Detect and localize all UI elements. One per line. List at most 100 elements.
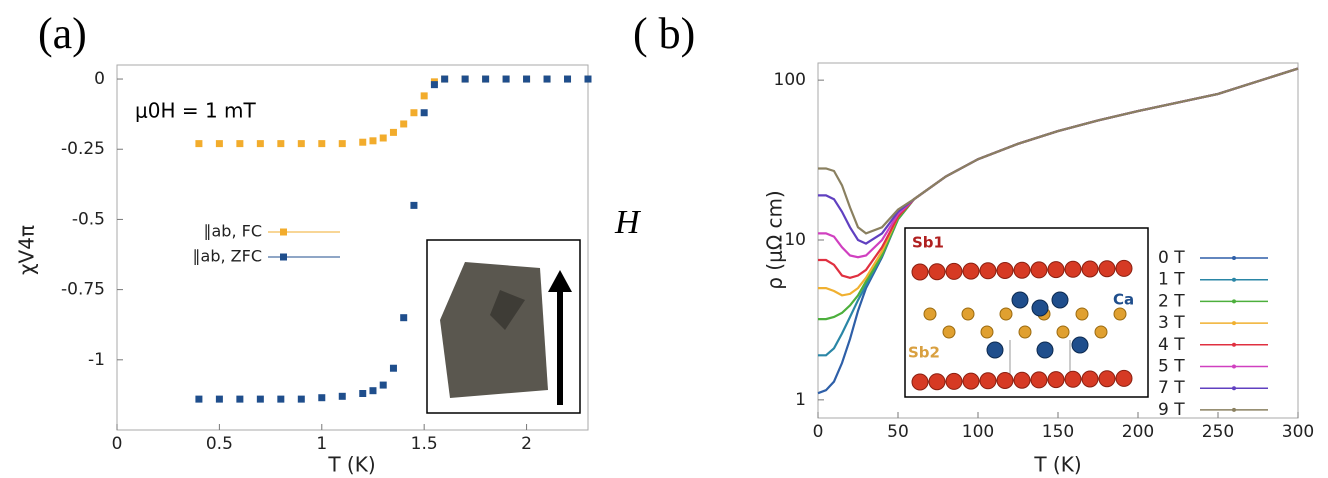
marker xyxy=(400,120,408,128)
marker xyxy=(297,140,305,148)
x-tick-label: 100 xyxy=(962,422,994,442)
y-tick-label: 10 xyxy=(784,230,806,250)
y-tick-label: 1 xyxy=(795,390,806,410)
plot-frame xyxy=(116,64,589,431)
atom-sb1 xyxy=(1064,370,1082,388)
atom-sb1 xyxy=(928,373,946,391)
y-tick-label: -1 xyxy=(88,350,105,370)
x-tick-label: 150 xyxy=(1042,422,1074,442)
atom-sb1 xyxy=(996,262,1014,279)
marker xyxy=(389,364,397,372)
y-tick-label: -0.5 xyxy=(72,209,105,229)
marker xyxy=(584,75,592,83)
legend-label: 3 T xyxy=(1158,313,1185,333)
atom-sb1 xyxy=(911,373,929,391)
inset-frame xyxy=(904,227,1149,398)
legend-label: 2 T xyxy=(1158,291,1185,311)
legend-marker xyxy=(1232,277,1236,282)
atom-label: Sb1 xyxy=(912,234,944,252)
marker xyxy=(215,140,223,148)
atom-sb1 xyxy=(1047,371,1065,389)
atom-ca xyxy=(986,341,1004,359)
marker xyxy=(369,137,377,145)
atom-label: Ca xyxy=(1113,291,1134,309)
marker xyxy=(410,109,418,117)
marker xyxy=(379,134,387,142)
marker xyxy=(369,387,377,395)
atom-sb1 xyxy=(945,372,963,390)
atom-sb1 xyxy=(1030,261,1048,279)
marker xyxy=(420,109,428,117)
marker xyxy=(410,201,418,209)
atom-sb1 xyxy=(1030,371,1048,389)
atom-sb1 xyxy=(962,372,980,390)
marker xyxy=(195,140,203,148)
x-tick-label: 0 xyxy=(112,434,123,454)
atom-sb2 xyxy=(1113,307,1127,321)
atom-sb2 xyxy=(980,325,994,339)
x-tick-label: 50 xyxy=(887,422,909,442)
legend-label: 0 T xyxy=(1158,248,1185,268)
marker xyxy=(420,92,428,100)
marker xyxy=(564,75,572,83)
series-line xyxy=(818,67,1299,235)
legend-marker xyxy=(1232,407,1236,412)
atom-sb1 xyxy=(962,262,980,280)
legend-label: 7 T xyxy=(1158,378,1185,398)
atom-sb1 xyxy=(996,372,1014,389)
marker xyxy=(277,140,285,148)
legend-marker xyxy=(1232,321,1236,326)
inset-photo xyxy=(426,239,581,414)
marker xyxy=(482,75,490,83)
legend-label: 4 T xyxy=(1158,335,1185,355)
panel-label: ( b) xyxy=(633,9,695,58)
legend-marker xyxy=(1232,256,1236,260)
atom-sb2 xyxy=(1075,307,1089,321)
marker xyxy=(236,140,244,148)
x-tick-label: 300 xyxy=(1282,422,1314,442)
legend-marker xyxy=(1232,342,1236,347)
x-tick-label: 0 xyxy=(813,422,824,442)
marker xyxy=(338,140,346,148)
atom-sb2 xyxy=(923,307,937,321)
marker xyxy=(256,140,264,148)
marker xyxy=(338,392,346,400)
marker xyxy=(461,75,469,83)
atom-sb1 xyxy=(1013,371,1031,389)
atom-sb2 xyxy=(1094,325,1108,339)
atom-ca xyxy=(1051,291,1069,309)
marker xyxy=(236,395,244,403)
atom-sb1 xyxy=(1081,260,1099,278)
x-axis-label: T (K) xyxy=(327,453,375,477)
atom-sb1 xyxy=(1064,260,1082,278)
atom-sb1 xyxy=(1115,259,1133,277)
marker xyxy=(543,75,551,83)
atom-ca xyxy=(1036,341,1054,359)
atom-sb1 xyxy=(1081,370,1099,388)
atom-sb1 xyxy=(1098,370,1116,388)
annotation: μ0H = 1 mT xyxy=(135,99,257,123)
crystal xyxy=(440,262,548,398)
atom-sb2 xyxy=(961,307,975,321)
legend-label: ∥ab, ZFC xyxy=(193,247,262,266)
y-tick-label: 0 xyxy=(94,69,105,89)
marker xyxy=(256,395,264,403)
legend-label: 5 T xyxy=(1158,357,1185,377)
atom-sb1 xyxy=(979,262,997,280)
legend-label: ∥ab, FC xyxy=(203,222,262,241)
marker xyxy=(359,138,367,146)
legend-marker xyxy=(1232,364,1236,369)
marker xyxy=(379,381,387,389)
arrow-head xyxy=(548,270,572,292)
atom-ca xyxy=(1031,299,1049,317)
legend-marker xyxy=(1232,386,1236,391)
atom-sb1 xyxy=(1013,261,1031,279)
field-label: H xyxy=(614,204,642,241)
atom-sb1 xyxy=(1115,369,1133,387)
crystal-shade xyxy=(490,290,525,330)
y-tick-label: 100 xyxy=(774,70,806,90)
marker xyxy=(215,395,223,403)
atom-sb2 xyxy=(942,325,956,339)
x-tick-label: 2 xyxy=(521,434,532,454)
